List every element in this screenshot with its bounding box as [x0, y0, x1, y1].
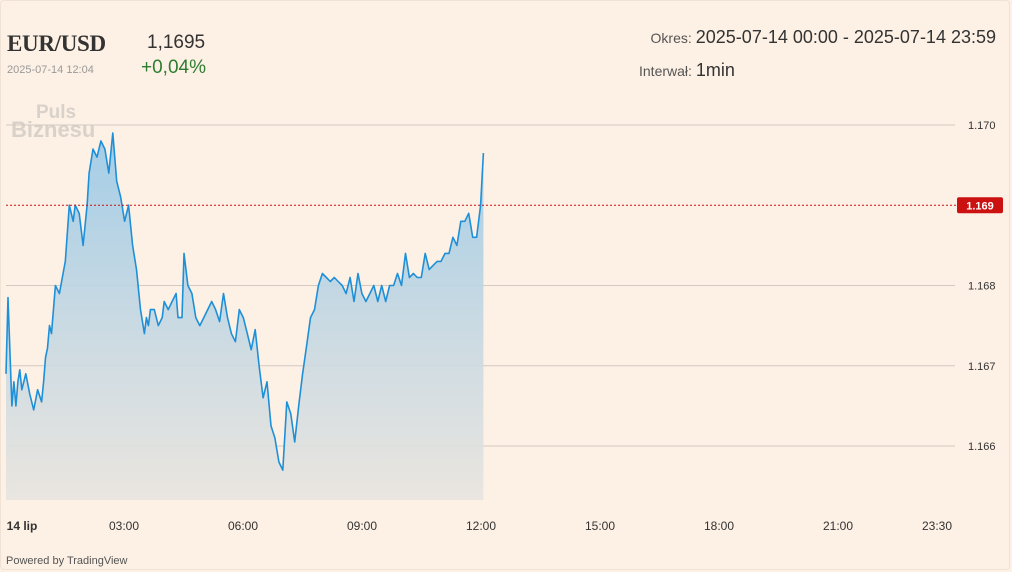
price-area-fill [6, 133, 484, 500]
x-tick-label: 21:00 [823, 519, 853, 533]
price-line [5, 132, 485, 471]
x-tick-label: 23:30 [922, 519, 952, 533]
symbol-title: EUR/USD [7, 31, 106, 56]
y-tick-label: 1.170 [968, 120, 996, 132]
x-tick-label: 09:00 [347, 519, 377, 533]
interval-row: Interwał: 1min [639, 60, 735, 81]
y-axis: 1.170 1.168 1.167 1.166 [968, 120, 996, 453]
price-change: +0,04% [141, 57, 206, 78]
watermark-line1: Puls [36, 102, 77, 123]
price-datetime: 2025-07-14 12:04 [7, 64, 94, 76]
last-price-label: 1.169 [966, 200, 994, 212]
period-label: Okres: [650, 30, 692, 46]
puls-biznesu-watermark: Puls Biznesu [11, 102, 96, 142]
x-tick-label: 18:00 [704, 519, 734, 533]
x-axis: 14 lip 03:00 06:00 09:00 12:00 15:00 18:00 21:0… [7, 519, 953, 533]
interval-label: Interwał: [639, 63, 692, 79]
interval-value: 1min [695, 60, 735, 80]
powered-by-tradingview[interactable]: Powered by TradingView [6, 555, 128, 567]
x-tick-label: 12:00 [466, 519, 496, 533]
last-price-layer: 1.169 [6, 197, 1003, 214]
x-tick-label: 03:00 [109, 519, 139, 533]
area-layer [5, 132, 485, 500]
current-price: 1,1695 [147, 32, 206, 53]
last-price-badge [957, 197, 1003, 214]
period-row: Okres: 2025-07-14 00:00 - 2025-07-14 23:5… [651, 27, 996, 48]
y-tick-label: 1.167 [968, 361, 996, 373]
x-tick-label: 14 lip [7, 519, 38, 533]
y-tick-label: 1.166 [968, 441, 996, 453]
watermark-line2: Biznesu [11, 117, 96, 142]
x-tick-label: 06:00 [228, 519, 258, 533]
period-value: 2025-07-14 00:00 - 2025-07-14 23:59 [695, 27, 996, 47]
y-tick-label: 1.168 [968, 281, 996, 293]
x-tick-label: 15:00 [585, 519, 615, 533]
